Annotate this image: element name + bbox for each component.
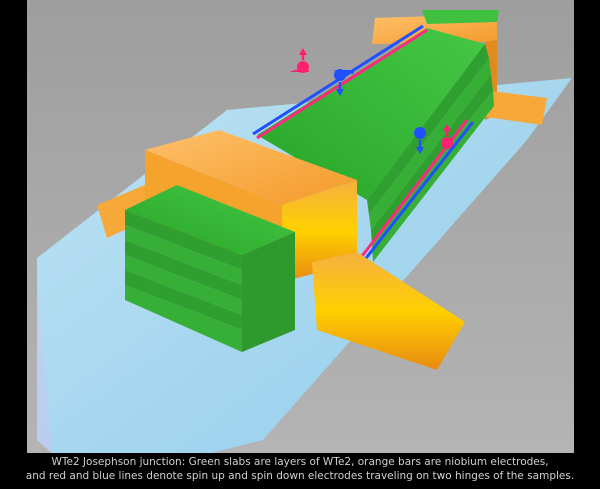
caption-line-2: and red and blue lines denote spin up an…	[25, 470, 575, 482]
substrate-edge	[37, 258, 52, 453]
wte2-front-top	[125, 185, 295, 255]
niobium-electrode-front-top	[145, 130, 357, 205]
caption-line-1: WTe2 Josephson junction: Green slabs are…	[51, 456, 549, 468]
spin-down-marker	[332, 69, 355, 96]
spin-up-marker-2	[441, 124, 453, 149]
niobium-lead-front	[312, 252, 465, 370]
figure-caption: WTe2 Josephson junction: Green slabs are…	[0, 455, 600, 489]
wte2-front-layers	[125, 210, 242, 352]
wte2-long-top	[257, 28, 485, 200]
figure-render	[27, 0, 574, 453]
spin-down-hinge-line-back	[361, 121, 475, 263]
spin-down-marker-2	[414, 127, 426, 154]
wte2-front-side	[242, 232, 295, 352]
spin-up-hinge-line-front	[256, 28, 428, 140]
wte2-back-top	[422, 10, 499, 24]
spin-up-marker	[289, 48, 309, 73]
